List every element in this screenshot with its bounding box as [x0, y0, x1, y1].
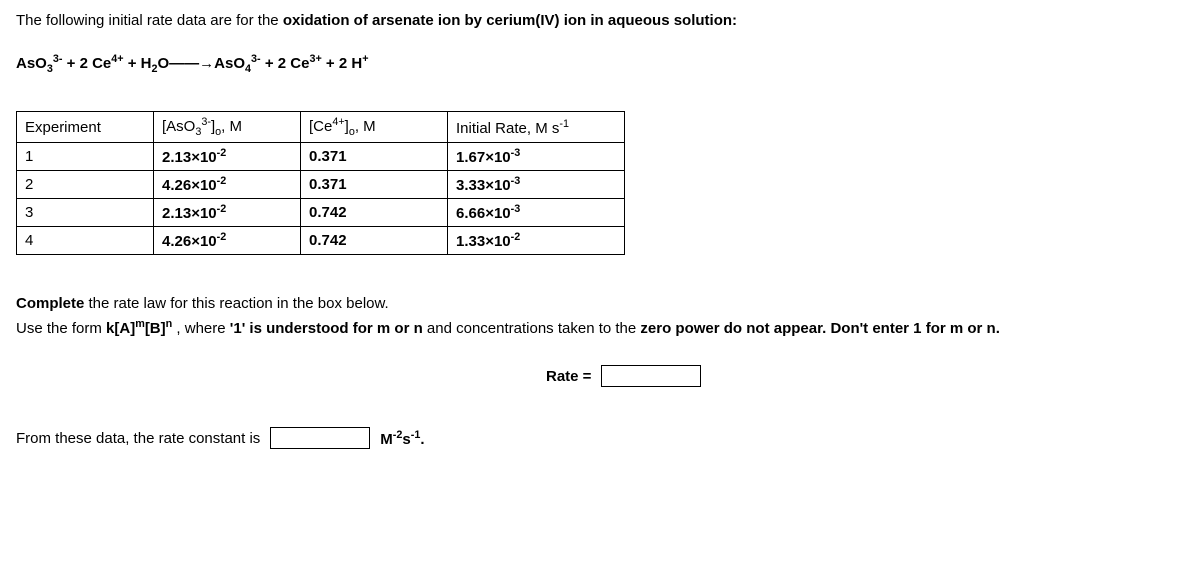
table-row: 2 4.26×10-2 0.371 3.33×10-3 — [17, 171, 625, 199]
cell-arsenate: 4.26×10-2 — [154, 171, 301, 199]
cell-exp: 3 — [17, 199, 154, 227]
header-initial-rate: Initial Rate, M s-1 — [448, 112, 625, 143]
complete-line-1: Complete the rate law for this reaction … — [16, 295, 1184, 312]
cell-cerium: 0.371 — [301, 143, 448, 171]
cell-cerium: 0.742 — [301, 199, 448, 227]
cell-rate: 3.33×10-3 — [448, 171, 625, 199]
cell-arsenate: 4.26×10-2 — [154, 227, 301, 255]
cell-cerium: 0.742 — [301, 227, 448, 255]
header-arsenate: [AsO33-]o, M — [154, 112, 301, 143]
cell-rate: 6.66×10-3 — [448, 199, 625, 227]
rate-constant-input[interactable] — [270, 427, 370, 449]
cell-arsenate: 2.13×10-2 — [154, 143, 301, 171]
rate-data-table: Experiment [AsO33-]o, M [Ce4+]o, M Initi… — [16, 111, 625, 255]
cell-cerium: 0.371 — [301, 171, 448, 199]
rate-row: Rate = — [546, 365, 1184, 387]
table-row: 3 2.13×10-2 0.742 6.66×10-3 — [17, 199, 625, 227]
complete-line-2: Use the form k[A]m[B]n , where '1' is un… — [16, 318, 1184, 337]
rate-input[interactable] — [601, 365, 701, 387]
intro-bold: oxidation of arsenate ion by cerium(IV) … — [283, 12, 737, 29]
header-experiment: Experiment — [17, 112, 154, 143]
intro-text: The following initial rate data are for … — [16, 12, 1184, 29]
cell-exp: 4 — [17, 227, 154, 255]
complete-section: Complete the rate law for this reaction … — [16, 295, 1184, 337]
cell-arsenate: 2.13×10-2 — [154, 199, 301, 227]
reaction-equation: AsO33- + 2 Ce4+ + H2O——→AsO43- + 2 Ce3+ … — [16, 53, 1184, 75]
cell-rate: 1.67×10-3 — [448, 143, 625, 171]
cell-exp: 2 — [17, 171, 154, 199]
table-row: 4 4.26×10-2 0.742 1.33×10-2 — [17, 227, 625, 255]
cell-rate: 1.33×10-2 — [448, 227, 625, 255]
table-header-row: Experiment [AsO33-]o, M [Ce4+]o, M Initi… — [17, 112, 625, 143]
rate-label: Rate = — [546, 368, 591, 385]
rate-constant-row: From these data, the rate constant is M-… — [16, 427, 1184, 449]
constant-prefix: From these data, the rate constant is — [16, 430, 260, 447]
units-label: M-2s-1. — [380, 429, 424, 448]
cell-exp: 1 — [17, 143, 154, 171]
header-cerium: [Ce4+]o, M — [301, 112, 448, 143]
intro-prefix: The following initial rate data are for … — [16, 12, 283, 29]
table-row: 1 2.13×10-2 0.371 1.67×10-3 — [17, 143, 625, 171]
